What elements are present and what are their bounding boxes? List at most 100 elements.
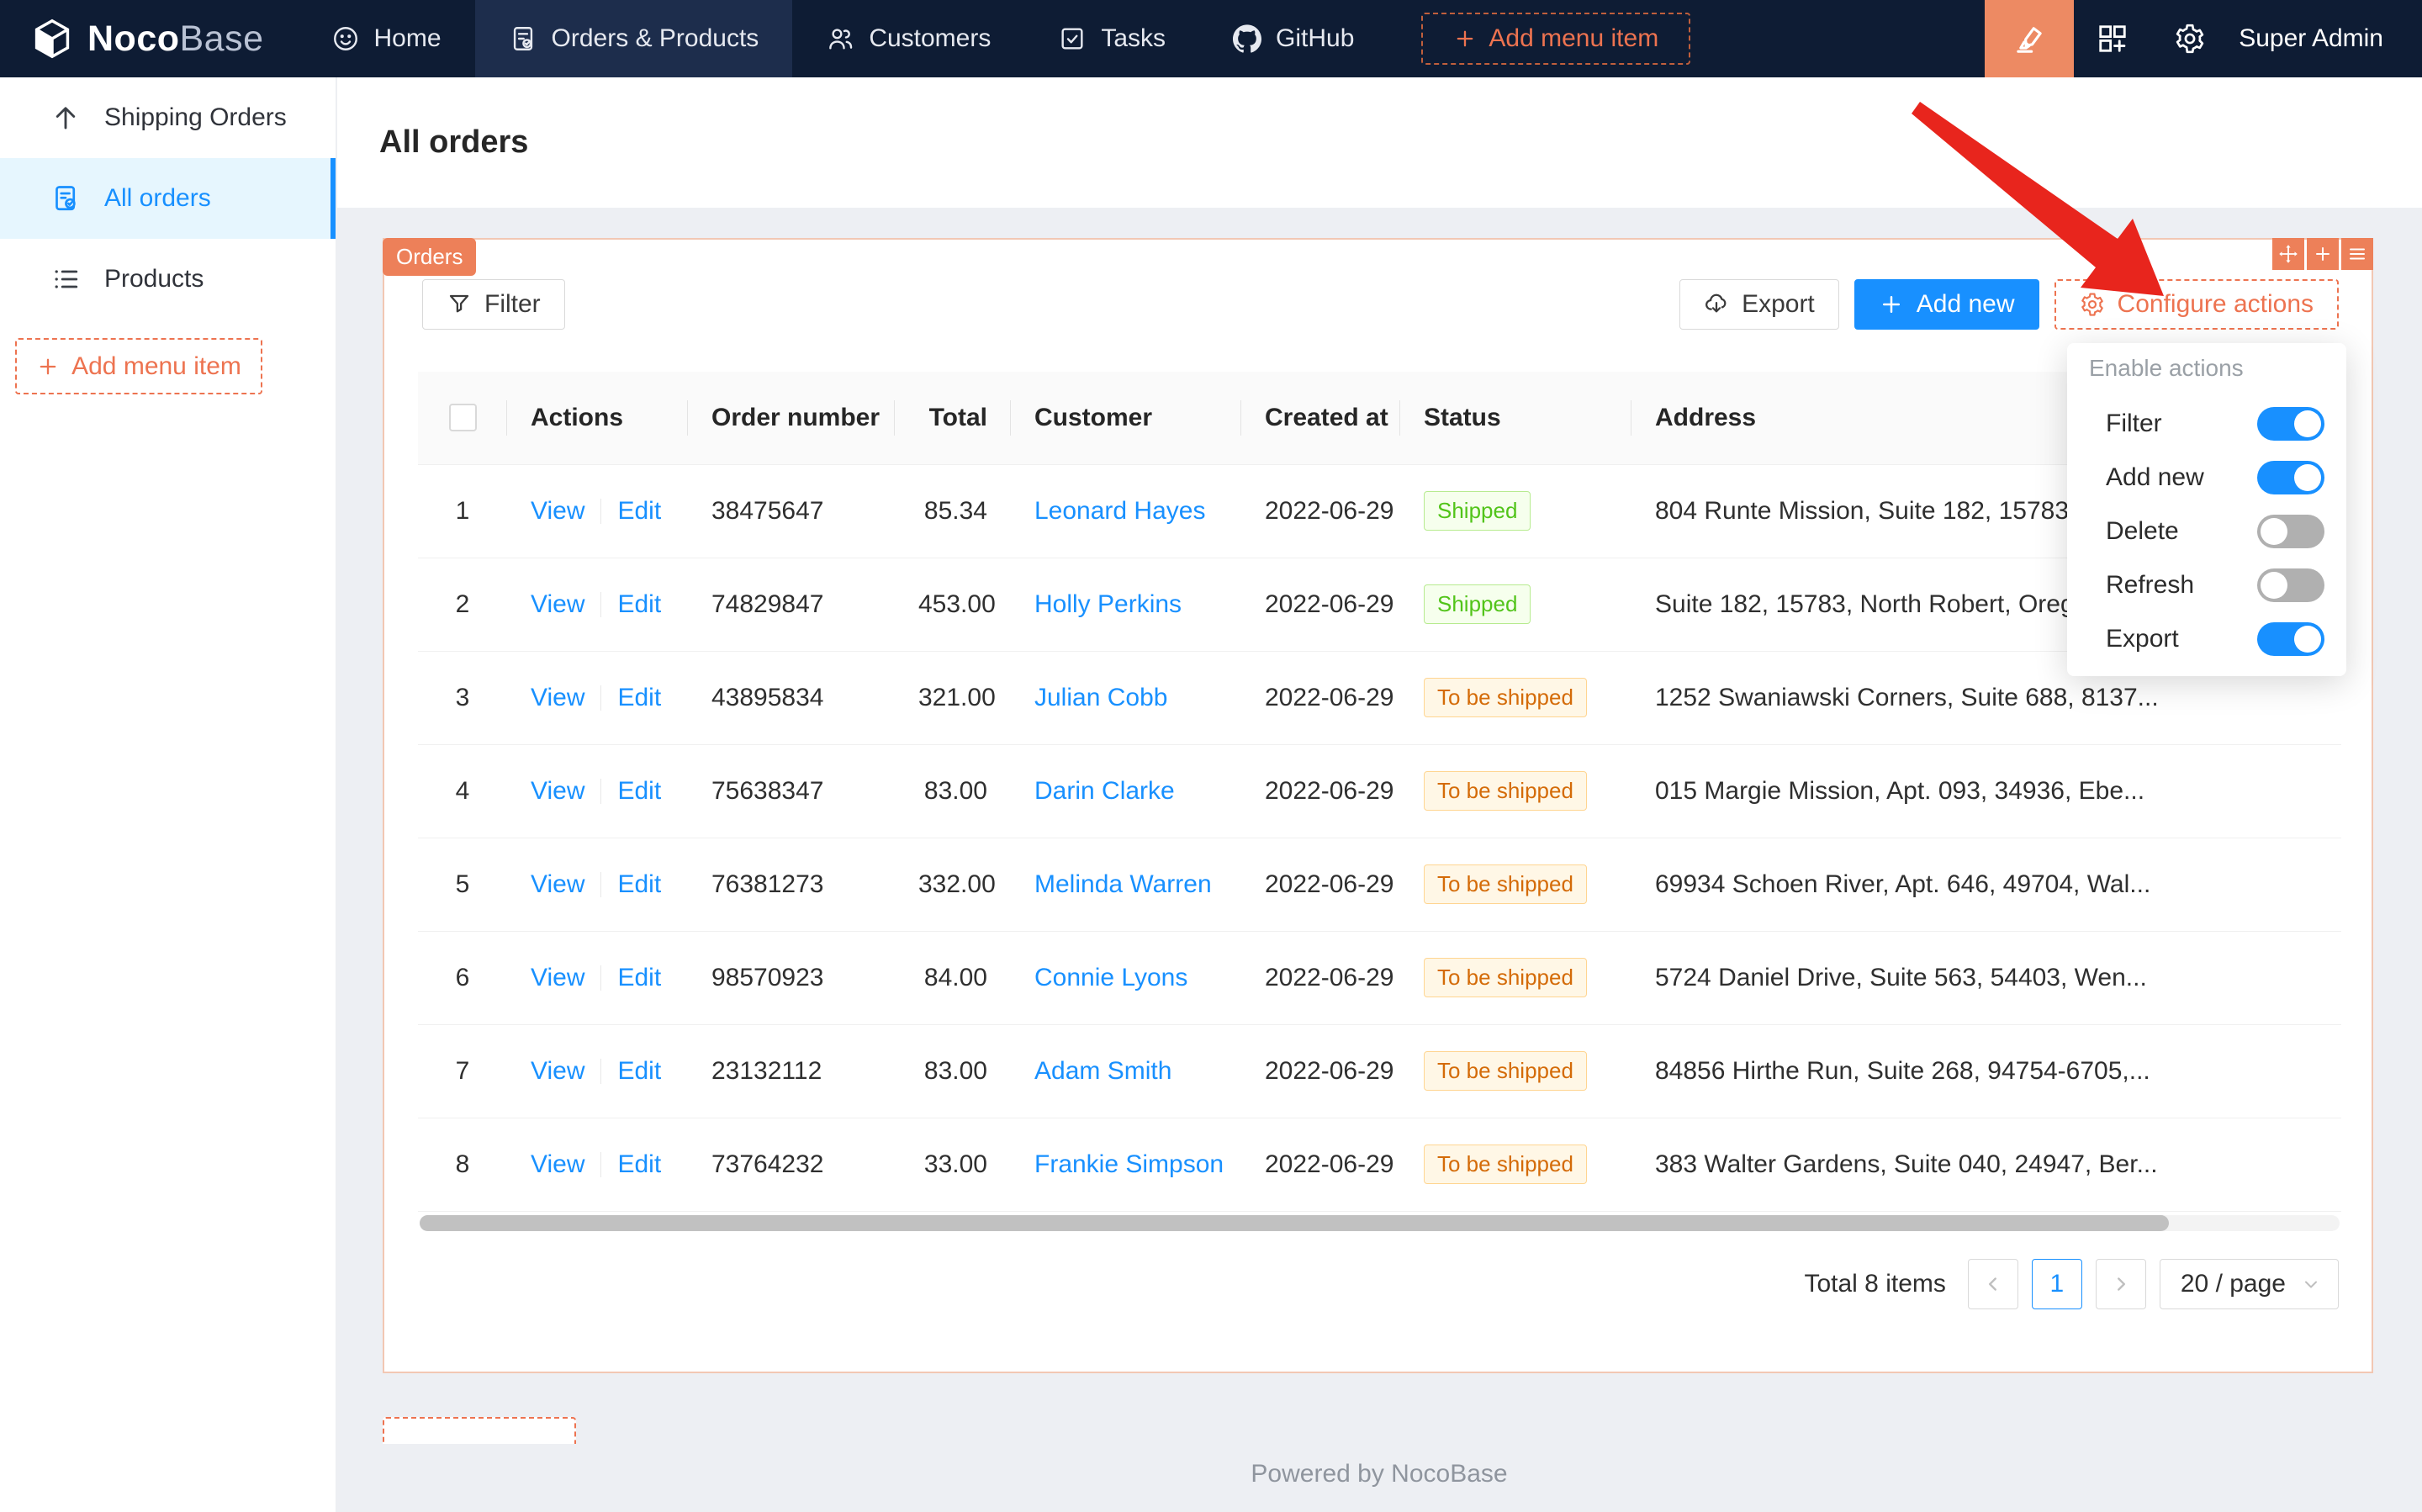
plugin-manager-button[interactable] <box>2074 0 2151 77</box>
customer-link[interactable]: Melinda Warren <box>1034 870 1212 898</box>
table-row[interactable]: 3 View Edit 43895834 321.00 Julian Cobb 2… <box>418 651 2341 745</box>
configure-actions-button[interactable]: Configure actions <box>2054 279 2339 330</box>
table-row[interactable]: 4 View Edit 75638347 83.00 Darin Clarke 2… <box>418 744 2341 838</box>
github-icon <box>1233 24 1262 53</box>
action-separator <box>600 1058 602 1084</box>
page-size-select[interactable]: 20 / page <box>2159 1259 2339 1309</box>
edit-link[interactable]: Edit <box>617 870 662 898</box>
status-badge: To be shipped <box>1424 958 1587 997</box>
toggle-knob <box>2261 572 2287 599</box>
enable-action-item[interactable]: Delete <box>2067 505 2346 558</box>
table-row[interactable]: 1 View Edit 38475647 85.34 Leonard Hayes … <box>418 464 2341 558</box>
row-index-cell: 6 <box>418 931 507 1025</box>
toggle-switch[interactable] <box>2257 461 2324 494</box>
sidebar-item-all-orders[interactable]: All orders <box>0 158 336 239</box>
edit-link[interactable]: Edit <box>617 496 662 525</box>
filter-button[interactable]: Filter <box>422 279 565 330</box>
page-number-button[interactable]: 1 <box>2031 1259 2082 1309</box>
nav-item-orders-products[interactable]: Orders & Products <box>474 0 793 77</box>
nav-item-label: Customers <box>869 24 992 52</box>
user-menu[interactable]: Super Admin <box>2239 24 2383 52</box>
customer-link[interactable]: Julian Cobb <box>1034 683 1168 711</box>
toggle-switch[interactable] <box>2257 622 2324 656</box>
toggle-switch[interactable] <box>2257 515 2324 548</box>
table-row[interactable]: 8 View Edit 73764232 33.00 Frankie Simpso… <box>418 1118 2341 1212</box>
action-separator <box>600 498 602 524</box>
view-link[interactable]: View <box>531 1150 585 1178</box>
edit-link[interactable]: Edit <box>617 589 662 618</box>
enable-action-item[interactable]: Add new <box>2067 451 2346 505</box>
toggle-switch[interactable] <box>2257 407 2324 441</box>
navbar-add-menu-item-button[interactable]: Add menu item <box>1421 13 1691 65</box>
add-block-button[interactable]: Add block <box>383 1417 576 1444</box>
order-number-cell: 98570923 <box>688 931 895 1025</box>
customer-link[interactable]: Leonard Hayes <box>1034 496 1206 525</box>
customer-link[interactable]: Darin Clarke <box>1034 776 1175 805</box>
block-settings-menu-button[interactable] <box>2341 238 2373 270</box>
previous-page-button[interactable] <box>1967 1259 2018 1309</box>
view-link[interactable]: View <box>531 1056 585 1085</box>
edit-link[interactable]: Edit <box>617 963 662 991</box>
view-link[interactable]: View <box>531 963 585 991</box>
row-actions-cell: View Edit <box>507 464 688 558</box>
nav-item-tasks[interactable]: Tasks <box>1024 0 1199 77</box>
add-new-button[interactable]: Add new <box>1854 279 2039 330</box>
sidebar-item-label: Shipping Orders <box>104 103 287 131</box>
order-number-cell: 23132112 <box>688 1024 895 1118</box>
table-row[interactable]: 6 View Edit 98570923 84.00 Connie Lyons 2… <box>418 931 2341 1025</box>
nav-item-home[interactable]: Home <box>298 0 475 77</box>
ui-editor-button[interactable] <box>1985 0 2075 77</box>
horizontal-scrollbar-thumb[interactable] <box>420 1215 2169 1231</box>
status-cell: To be shipped <box>1400 931 1631 1025</box>
sidebar-item-products[interactable]: Products <box>0 239 336 320</box>
view-link[interactable]: View <box>531 496 585 525</box>
created-at-cell: 2022-06-29 <box>1241 1024 1400 1118</box>
customer-link[interactable]: Adam Smith <box>1034 1056 1172 1085</box>
export-button[interactable]: Export <box>1679 279 1839 330</box>
enable-action-item[interactable]: Export <box>2067 612 2346 666</box>
select-all-checkbox[interactable] <box>448 404 477 432</box>
row-actions-cell: View Edit <box>507 651 688 745</box>
customer-cell: Darin Clarke <box>1011 744 1241 838</box>
sidebar-add-menu-item-button[interactable]: Add menu item <box>15 338 262 394</box>
created-at-cell: 2022-06-29 <box>1241 931 1400 1025</box>
view-link[interactable]: View <box>531 589 585 618</box>
nav-item-label: Orders & Products <box>551 24 759 52</box>
enable-action-item[interactable]: Filter <box>2067 397 2346 451</box>
add-block-designer-button[interactable] <box>2307 238 2339 270</box>
action-separator <box>600 778 602 804</box>
order-number-cell: 38475647 <box>688 464 895 558</box>
table-toolbar: Filter Export Add new Configure actions <box>422 279 2339 330</box>
view-link[interactable]: View <box>531 870 585 898</box>
next-page-button[interactable] <box>2095 1259 2146 1309</box>
sidebar-item-shipping-orders[interactable]: Shipping Orders <box>0 77 336 158</box>
status-cell: To be shipped <box>1400 1024 1631 1118</box>
customer-link[interactable]: Holly Perkins <box>1034 589 1182 618</box>
row-actions-cell: View Edit <box>507 744 688 838</box>
address-cell: 84856 Hirthe Run, Suite 268, 94754-6705,… <box>1631 1024 2341 1118</box>
table-row[interactable]: 5 View Edit 76381273 332.00 Melinda Warre… <box>418 838 2341 932</box>
nav-item-github[interactable]: GitHub <box>1199 0 1388 77</box>
enable-action-item[interactable]: Refresh <box>2067 558 2346 612</box>
address-cell: 015 Margie Mission, Apt. 093, 34936, Ebe… <box>1631 744 2341 838</box>
nav-item-customers[interactable]: Customers <box>792 0 1024 77</box>
edit-link[interactable]: Edit <box>617 776 662 805</box>
toggle-switch[interactable] <box>2257 568 2324 602</box>
view-link[interactable]: View <box>531 776 585 805</box>
table-row[interactable]: 7 View Edit 23132112 83.00 Adam Smith 202… <box>418 1024 2341 1118</box>
table-row[interactable]: 2 View Edit 74829847 453.00 Holly Perkins… <box>418 558 2341 652</box>
customer-link[interactable]: Connie Lyons <box>1034 963 1188 991</box>
customer-link[interactable]: Frankie Simpson <box>1034 1150 1224 1178</box>
total-cell: 332.00 <box>895 838 1011 932</box>
nocobase-logo[interactable]: NocoBase <box>0 17 298 61</box>
smiley-icon <box>333 27 357 50</box>
edit-link[interactable]: Edit <box>617 1056 662 1085</box>
edit-link[interactable]: Edit <box>617 1150 662 1178</box>
edit-link[interactable]: Edit <box>617 683 662 711</box>
toggle-label: Add new <box>2106 463 2204 491</box>
action-separator <box>600 965 602 991</box>
view-link[interactable]: View <box>531 683 585 711</box>
toggle-label: Filter <box>2106 410 2162 437</box>
drag-handle[interactable] <box>2272 238 2304 270</box>
settings-button[interactable] <box>2151 0 2229 77</box>
